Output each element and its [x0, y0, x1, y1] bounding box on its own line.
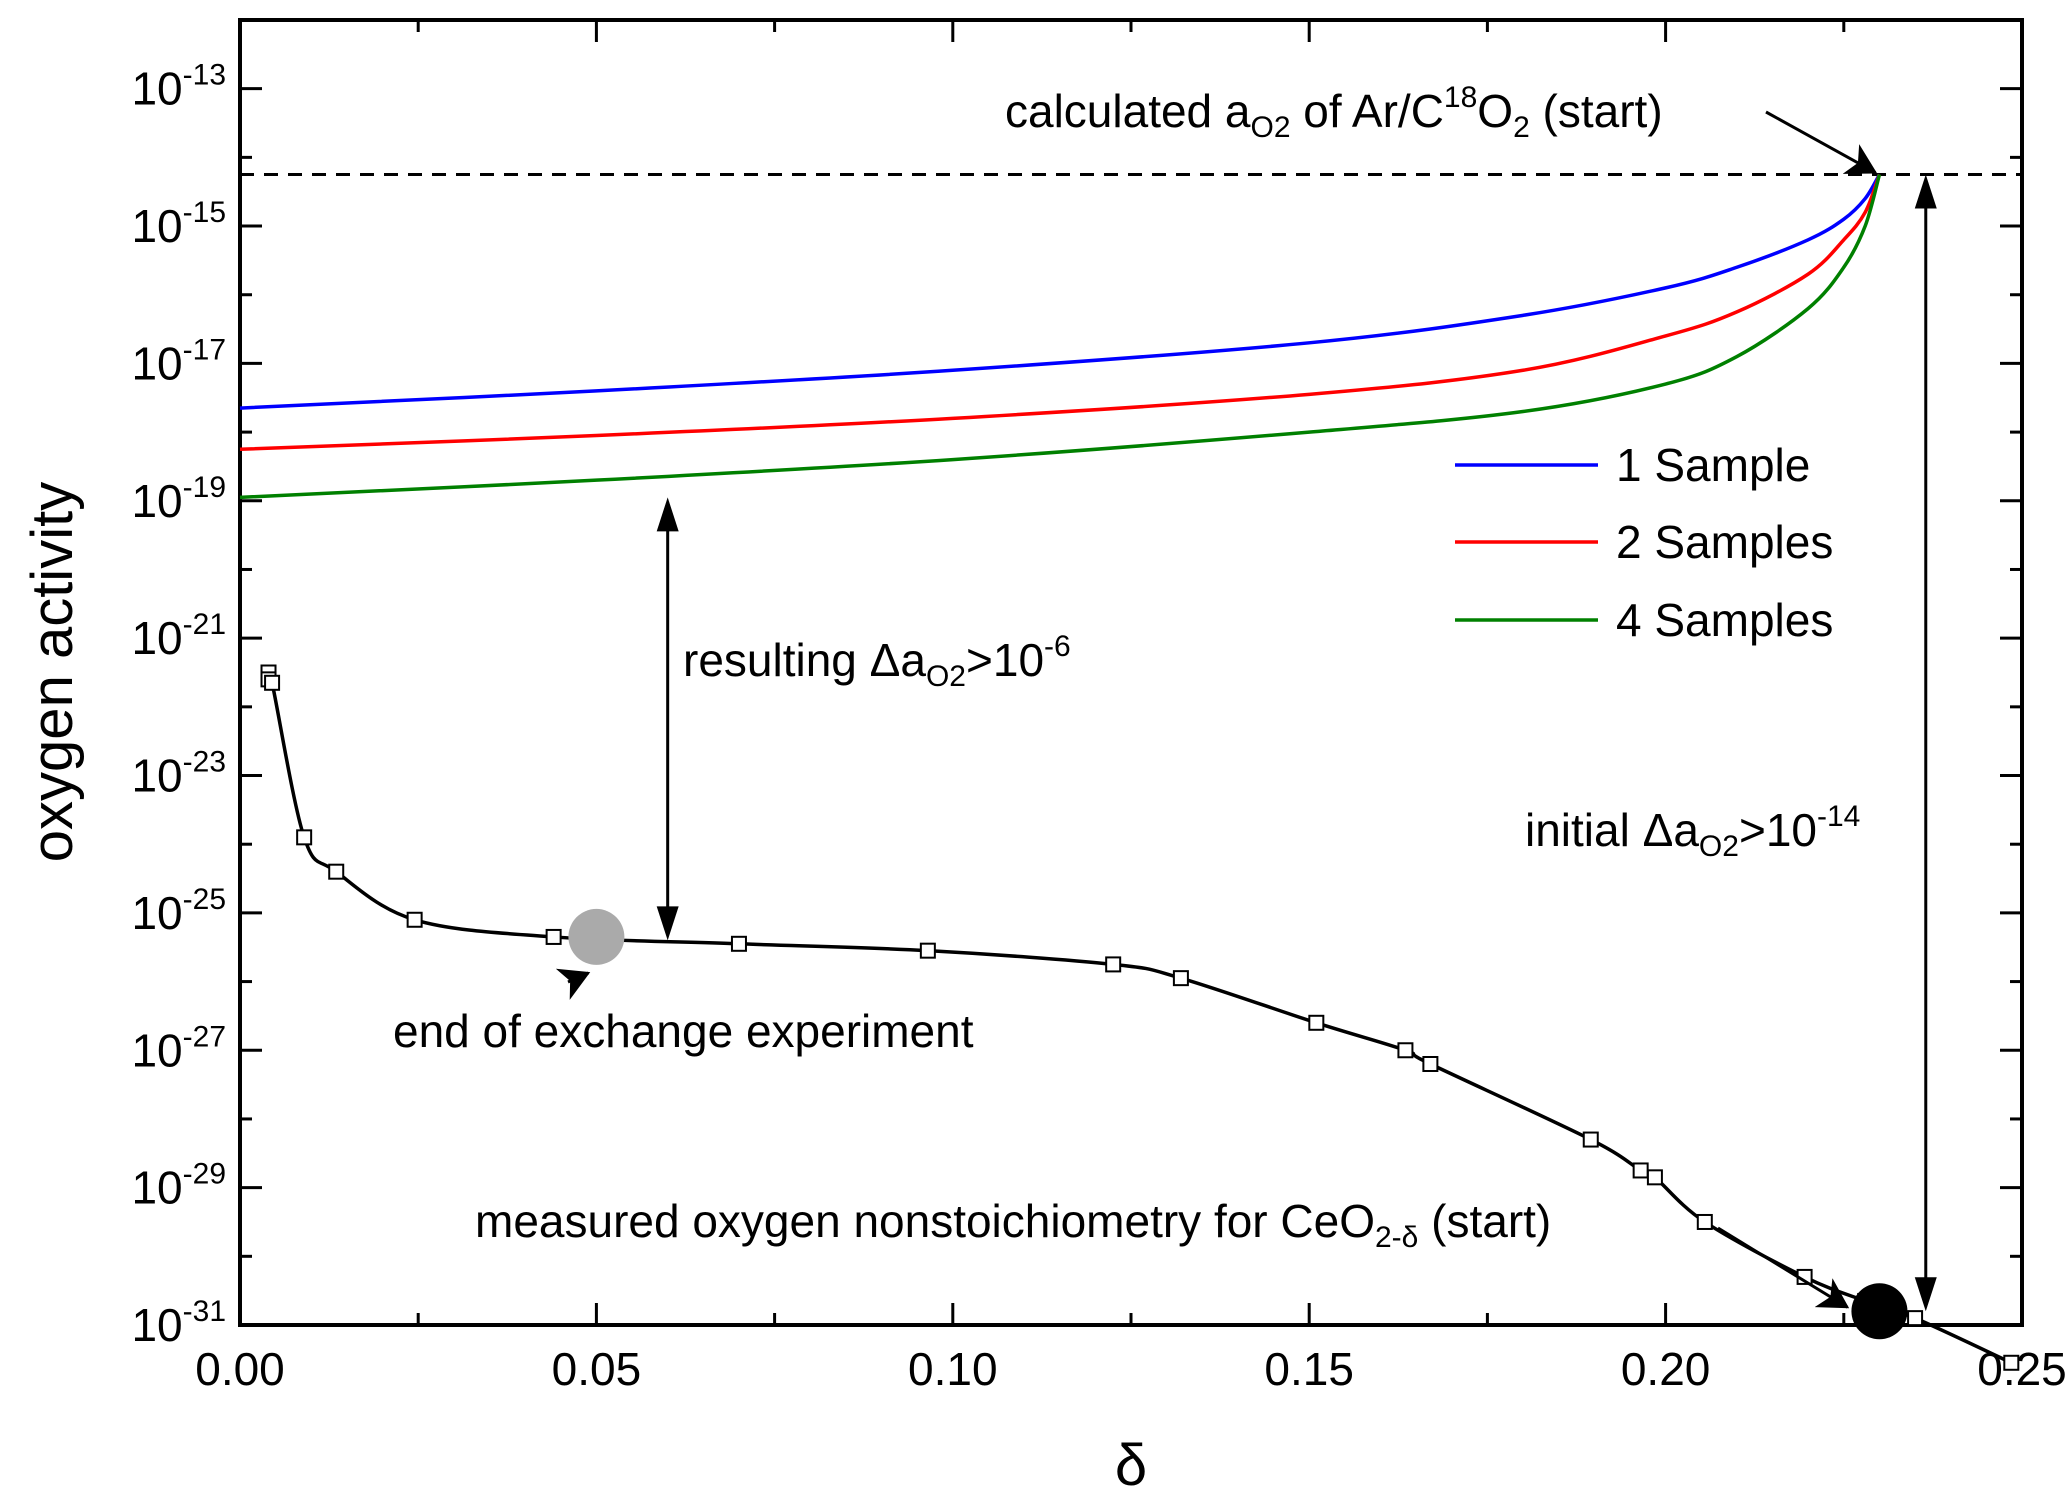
- x-tick-label: 0.15: [1264, 1343, 1354, 1395]
- y-axis-title: oxygen activity: [20, 482, 85, 862]
- axis-ticks: [238, 18, 2024, 1327]
- y-tick-label: 10-23: [131, 746, 226, 802]
- data-point-square: [1308, 1014, 1325, 1031]
- 4-samples-line: [239, 174, 1882, 500]
- y-tick-label: 10-17: [131, 333, 226, 389]
- plot-frame: [238, 18, 2024, 1327]
- data-point-square: [1632, 1162, 1649, 1179]
- end-of-exchange-annotation: end of exchange experiment: [393, 1005, 974, 1057]
- data-point-square: [1172, 970, 1189, 987]
- legend: 1 Sample 2 Samples 4 Samples: [1455, 439, 1833, 646]
- initial-delta-arrow-head-top: [1914, 174, 1937, 209]
- initial-delta-annotation: initial ΔaO2>10-14: [1525, 800, 1860, 863]
- x-tick-label: 0.20: [1621, 1343, 1711, 1395]
- data-point-square: [296, 829, 313, 846]
- x-tick-label: 0.05: [552, 1343, 642, 1395]
- highlight-points: [568, 908, 1908, 1340]
- data-point-square: [919, 942, 936, 959]
- y-tick-label: 10-25: [131, 883, 226, 939]
- start-point: [1851, 1283, 1908, 1340]
- data-point-square: [264, 674, 281, 691]
- data-point-square: [1696, 1213, 1713, 1230]
- calculated-aO2-pointer: [1765, 110, 1878, 174]
- resulting-delta-annotation: resulting ΔaO2>10-6: [683, 630, 1071, 693]
- y-tick-label: 10-19: [131, 471, 226, 527]
- measured-start-annotation: measured oxygen nonstoichiometry for CeO…: [475, 1195, 1551, 1254]
- calculated-aO2-annotation: calculated aO2 of Ar/C18O2 (start): [1005, 81, 1663, 144]
- resulting-delta-arrow-head-top: [656, 497, 679, 532]
- x-axis-title: δ: [1115, 1433, 1147, 1498]
- end-of-exchange-point: [568, 908, 625, 965]
- data-point-square: [1907, 1310, 1924, 1327]
- measured-markers: [260, 664, 2020, 1371]
- x-tick-labels: 0.00 0.05 0.10 0.15 0.20 0.25: [195, 1343, 2067, 1395]
- legend-label: 2 Samples: [1616, 516, 1833, 568]
- data-point-square: [545, 928, 562, 945]
- end-of-exchange-pointer: [555, 968, 591, 1000]
- initial-delta-arrow-head-bottom: [1914, 1277, 1937, 1312]
- y-tick-labels: 10-13 10-15 10-17 10-19 10-21 10-23 10-25 10-27…: [131, 59, 226, 1351]
- data-point-square: [1105, 956, 1122, 973]
- x-tick-label: 0.10: [908, 1343, 998, 1395]
- data-point-square: [730, 935, 747, 952]
- y-tick-label: 10-27: [131, 1020, 226, 1076]
- y-tick-label: 10-13: [131, 59, 226, 115]
- 2-samples-line: [239, 173, 1882, 452]
- resulting-delta-arrow-head-bottom: [656, 906, 679, 941]
- measured-start-pointer: [1717, 1226, 1850, 1309]
- y-tick-label: 10-29: [131, 1158, 226, 1214]
- y-tick-label: 10-31: [131, 1295, 226, 1351]
- x-tick-label: 0.00: [195, 1343, 285, 1395]
- y-tick-label: 10-21: [131, 608, 226, 664]
- data-point-square: [2003, 1354, 2020, 1371]
- y-tick-label: 10-15: [131, 196, 226, 252]
- data-point-square: [406, 911, 423, 928]
- data-point-square: [328, 863, 345, 880]
- legend-label: 4 Samples: [1616, 594, 1833, 646]
- 1-sample-line: [239, 173, 1881, 410]
- data-point-square: [1397, 1042, 1414, 1059]
- x-tick-label: 0.25: [1977, 1343, 2067, 1395]
- legend-label: 1 Sample: [1616, 439, 1810, 491]
- annotation-arrows: [555, 110, 1937, 1312]
- series-lines: [239, 173, 2013, 1365]
- data-point-square: [1422, 1056, 1439, 1072]
- data-point-square: [1582, 1131, 1599, 1148]
- data-point-square: [1646, 1169, 1663, 1186]
